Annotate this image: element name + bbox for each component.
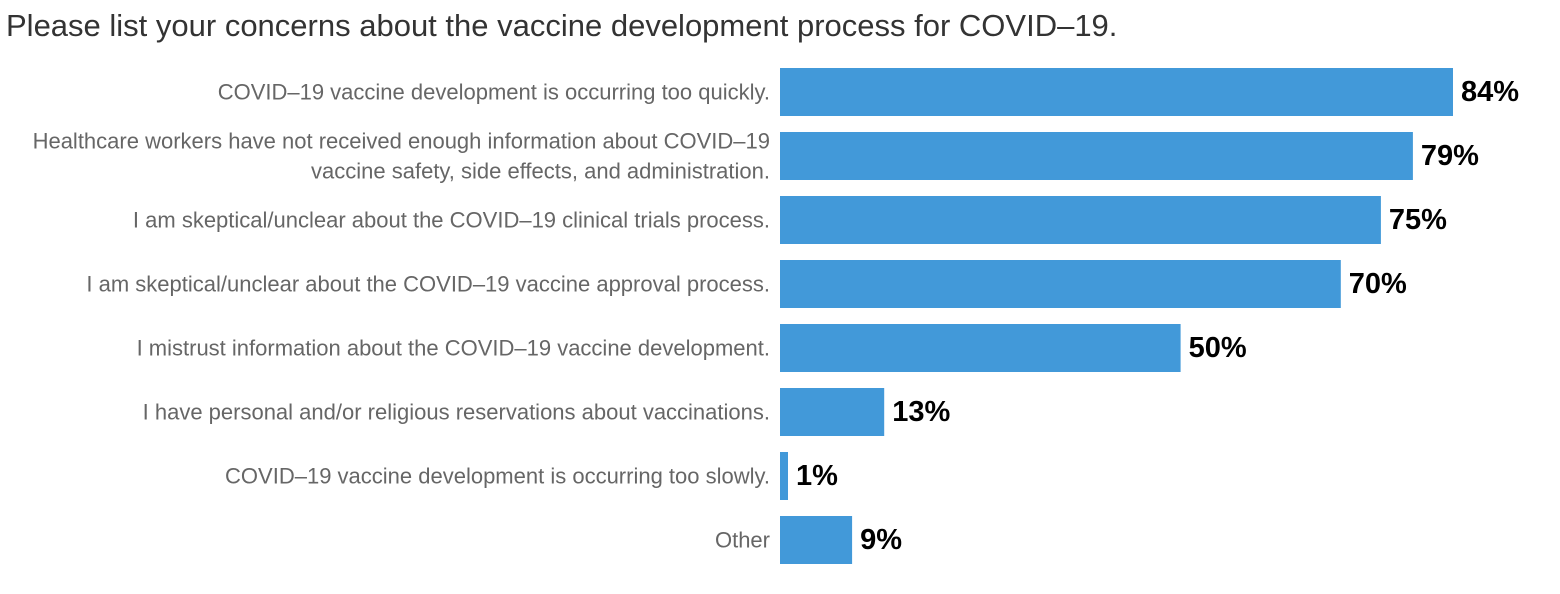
category-label-line: COVID–19 vaccine development is occurrin… <box>225 464 770 489</box>
value-label-6: 13% <box>892 396 950 428</box>
bar-8 <box>780 516 853 564</box>
category-label-line: Other <box>715 528 770 553</box>
bar-1 <box>780 68 1453 116</box>
category-label-6: I have personal and/or religious reserva… <box>143 400 770 425</box>
category-label-line: Healthcare workers have not received eno… <box>33 129 770 154</box>
value-label-3: 75% <box>1389 204 1447 236</box>
value-label-2: 79% <box>1421 140 1479 172</box>
chart-title: Please list your concerns about the vacc… <box>6 8 1118 43</box>
bar-3 <box>780 196 1381 244</box>
bar-7 <box>780 452 788 500</box>
value-label-7: 1% <box>796 460 838 492</box>
bar-6 <box>780 388 885 436</box>
bar-4 <box>780 260 1341 308</box>
value-label-5: 50% <box>1189 332 1247 364</box>
value-label-4: 70% <box>1349 268 1407 300</box>
bar-5 <box>780 324 1181 372</box>
value-label-8: 9% <box>860 524 902 556</box>
category-label-line: vaccine safety, side effects, and admini… <box>311 159 770 184</box>
bar-2 <box>780 132 1413 180</box>
category-label-line: I have personal and/or religious reserva… <box>143 400 770 425</box>
category-label-line: I am skeptical/unclear about the COVID–1… <box>133 208 770 233</box>
category-label-line: I mistrust information about the COVID–1… <box>137 336 770 361</box>
category-label-7: COVID–19 vaccine development is occurrin… <box>225 464 770 489</box>
category-label-1: COVID–19 vaccine development is occurrin… <box>218 80 770 105</box>
category-label-line: COVID–19 vaccine development is occurrin… <box>218 80 770 105</box>
category-label-3: I am skeptical/unclear about the COVID–1… <box>133 208 770 233</box>
category-label-5: I mistrust information about the COVID–1… <box>137 336 770 361</box>
category-label-8: Other <box>715 528 770 553</box>
category-label-line: I am skeptical/unclear about the COVID–1… <box>86 272 770 297</box>
category-label-4: I am skeptical/unclear about the COVID–1… <box>86 272 770 297</box>
value-label-1: 84% <box>1461 76 1519 108</box>
category-label-2: Healthcare workers have not received eno… <box>33 129 770 184</box>
